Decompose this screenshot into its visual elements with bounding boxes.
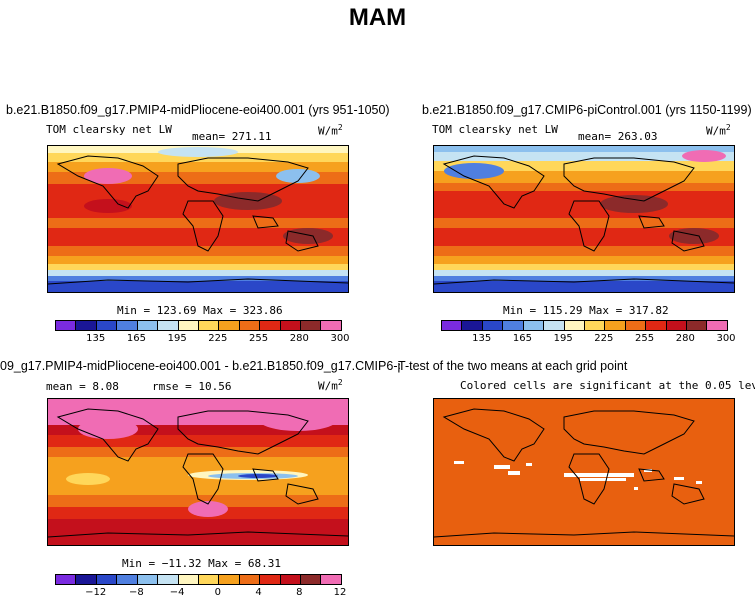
colorbar-cell	[260, 575, 281, 584]
colorbar-cell	[544, 321, 565, 330]
colorbar-cell	[96, 321, 118, 330]
colorbar-tick-label: 300	[716, 333, 736, 344]
colorbar-cell	[198, 321, 220, 330]
colorbar-cell	[178, 321, 199, 330]
colorbar-tick-label: 300	[330, 333, 350, 344]
lw-field-map	[48, 146, 348, 292]
figure-title: MAM	[348, 4, 407, 31]
colorbar-tick-label: −4	[169, 587, 185, 598]
map-ttest	[433, 398, 735, 546]
colorbar-cell	[666, 321, 688, 330]
colorbar-cell	[707, 321, 727, 330]
colorbar-cell	[117, 575, 138, 584]
colorbar-cell	[564, 321, 585, 330]
colorbar-tick-label: 135	[86, 333, 106, 344]
colorbar-cell	[178, 575, 199, 584]
colorbar-tick-label: 0	[214, 587, 222, 598]
variable-label: TOM clearsky net LW	[46, 123, 172, 136]
colorbar-tick-label: 280	[289, 333, 309, 344]
colorbar-cell	[239, 321, 261, 330]
map-mid-pliocene	[47, 145, 349, 293]
colorbar-cell	[646, 321, 667, 330]
colorbar-tick-label: 195	[167, 333, 187, 344]
colorbar-cell	[321, 575, 341, 584]
colorbar-cell	[301, 321, 322, 330]
mean-label: mean= 263.03	[578, 130, 658, 143]
colorbar-cell	[158, 321, 179, 330]
mean-label: mean= 271.11	[192, 130, 272, 143]
colorbar-absolute	[441, 320, 728, 331]
significance-note: Colored cells are significant at the 0.0…	[460, 379, 755, 392]
colorbar-tick-label: 225	[208, 333, 228, 344]
panel-title-mid-pliocene: b.e21.B1850.f09_g17.PMIP4-midPliocene-eo…	[6, 103, 390, 117]
colorbar-tick-label: 165	[512, 333, 532, 344]
colorbar-cell	[96, 575, 118, 584]
panel-title-pi-control: b.e21.B1850.f09_g17.CMIP6-piControl.001 …	[422, 103, 752, 117]
minmax-label: Min = 115.29 Max = 317.82	[503, 304, 669, 317]
colorbar-cell	[482, 321, 504, 330]
colorbar-absolute	[55, 320, 342, 331]
colorbar-tick-label: −12	[85, 587, 107, 598]
minmax-label: Min = 123.69 Max = 323.86	[117, 304, 283, 317]
colorbar-cell	[687, 321, 708, 330]
units-label: W/m2	[318, 378, 343, 393]
colorbar-cell	[280, 321, 302, 330]
colorbar-cell	[219, 575, 240, 584]
colorbar-cell	[198, 575, 220, 584]
panel-title-difference: 09_g17.PMIP4-midPliocene-eoi400.001 - b.…	[0, 359, 400, 373]
variable-label: TOM clearsky net LW	[432, 123, 558, 136]
colorbar-cell	[76, 321, 97, 330]
rmse-label: rmse = 10.56	[152, 380, 232, 393]
colorbar-tick-label: 225	[594, 333, 614, 344]
colorbar-tick-label: 280	[675, 333, 695, 344]
colorbar-cell	[321, 321, 341, 330]
colorbar-cell	[625, 321, 647, 330]
colorbar-tick-label: 12	[333, 587, 347, 598]
colorbar-tick-label: 4	[255, 587, 262, 598]
minmax-label: Min = −11.32 Max = 68.31	[122, 557, 281, 570]
colorbar-cell	[503, 321, 524, 330]
significance-map	[434, 399, 734, 545]
map-difference	[47, 398, 349, 546]
colorbar-cell	[301, 575, 322, 584]
colorbar-cell	[260, 321, 281, 330]
colorbar-cell	[584, 321, 606, 330]
colorbar-cell	[56, 575, 77, 584]
colorbar-cell	[117, 321, 138, 330]
colorbar-tick-label: 8	[296, 587, 303, 598]
colorbar-cell	[239, 575, 261, 584]
colorbar-tick-label: −8	[129, 587, 144, 598]
colorbar-cell	[523, 321, 545, 330]
colorbar-tick-label: 135	[472, 333, 492, 344]
lw-field-map	[434, 146, 734, 292]
colorbar-cell	[462, 321, 483, 330]
colorbar-tick-label: 255	[635, 333, 655, 344]
colorbar-cell	[158, 575, 179, 584]
colorbar-tick-label: 255	[249, 333, 269, 344]
mean-label: mean = 8.08	[46, 380, 119, 393]
units-label: W/m2	[318, 123, 343, 138]
colorbar-cell	[76, 575, 97, 584]
colorbar-difference	[55, 574, 342, 585]
colorbar-tick-label: 165	[126, 333, 146, 344]
colorbar-cell	[137, 575, 159, 584]
colorbar-cell	[605, 321, 626, 330]
colorbar-cell	[56, 321, 77, 330]
colorbar-tick-label: 195	[553, 333, 573, 344]
colorbar-cell	[280, 575, 302, 584]
difference-field-map	[48, 399, 348, 545]
map-pi-control	[433, 145, 735, 293]
colorbar-cell	[442, 321, 463, 330]
panel-title-ttest: T-test of the two means at each grid poi…	[398, 359, 628, 373]
colorbar-cell	[137, 321, 159, 330]
colorbar-cell	[219, 321, 240, 330]
units-label: W/m2	[706, 123, 731, 138]
